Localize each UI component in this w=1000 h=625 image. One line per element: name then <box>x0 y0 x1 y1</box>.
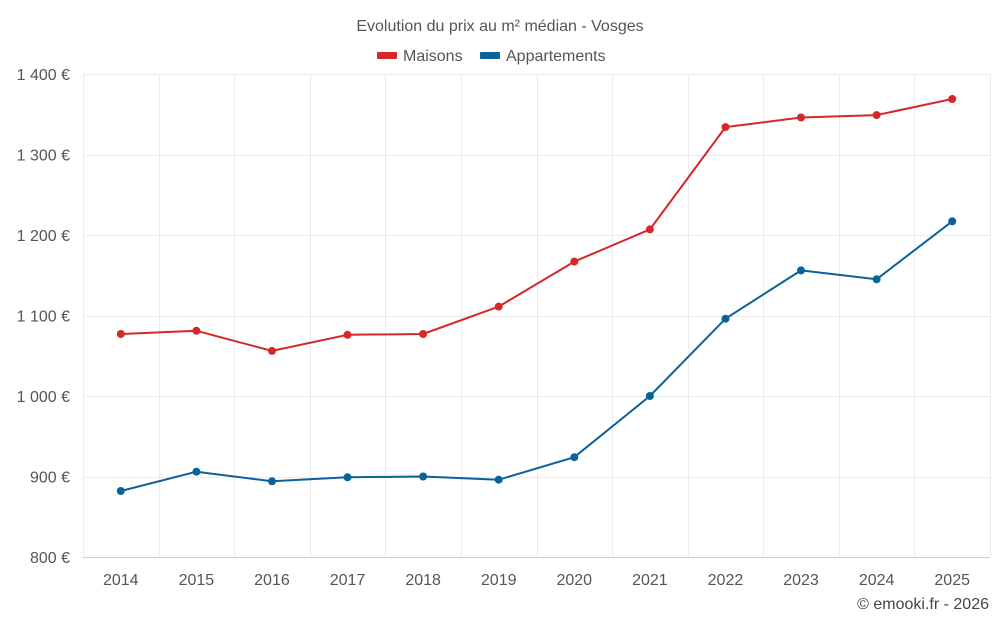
series-line-maisons <box>119 98 954 352</box>
series-maisons <box>116 95 957 355</box>
legend-label-appartements: Appartements <box>506 48 606 65</box>
x-tick-label: 2014 <box>103 572 139 589</box>
data-point-maisons[interactable] <box>116 330 125 338</box>
data-point-appartements[interactable] <box>116 487 125 495</box>
legend-swatch-maisons <box>377 52 397 59</box>
series-line-appartements <box>119 220 954 492</box>
series-appartements <box>116 217 957 495</box>
y-tick-label: 800 € <box>30 550 70 567</box>
data-point-appartements[interactable] <box>645 392 654 400</box>
data-point-maisons[interactable] <box>721 123 730 132</box>
data-point-appartements[interactable] <box>872 275 881 284</box>
y-tick-label: 1 200 € <box>17 228 70 245</box>
y-tick-label: 1 100 € <box>17 309 70 326</box>
data-point-appartements[interactable] <box>192 467 201 476</box>
data-point-appartements[interactable] <box>268 477 276 486</box>
data-point-maisons[interactable] <box>948 95 957 103</box>
legend-item-appartements[interactable]: Appartements <box>480 48 606 65</box>
data-point-maisons[interactable] <box>797 113 805 122</box>
data-point-appartements[interactable] <box>419 472 428 481</box>
y-tick-label: 900 € <box>30 470 70 487</box>
x-tick-label: 2023 <box>783 572 819 589</box>
x-tick-label: 2020 <box>556 572 592 589</box>
copyright-footer: © emooki.fr - 2026 <box>857 596 989 613</box>
data-point-maisons[interactable] <box>192 326 201 335</box>
data-point-appartements[interactable] <box>343 473 352 482</box>
x-tick-label: 2019 <box>481 572 517 589</box>
series <box>116 95 957 495</box>
x-tick-label: 2025 <box>934 572 970 589</box>
data-point-maisons[interactable] <box>268 346 276 355</box>
y-axis-tick-labels: 800 € 900 € 1 000 € 1 100 € 1 200 € 1 300 € 1 … <box>17 67 70 567</box>
x-tick-label: 2022 <box>708 572 744 589</box>
legend-item-maisons[interactable]: Maisons <box>377 48 463 65</box>
data-point-appartements[interactable] <box>948 217 957 226</box>
x-tick-label: 2017 <box>330 572 366 589</box>
x-tick-label: 2018 <box>405 572 441 589</box>
x-axis-tick-labels: 2014 2015 2016 2017 2018 2019 2020 2021 2022 2023… <box>103 572 970 589</box>
data-point-maisons[interactable] <box>570 257 579 266</box>
chart-title: Evolution du prix au m² médian - Vosges <box>356 18 643 35</box>
legend-label-maisons: Maisons <box>403 48 463 65</box>
y-tick-label: 1 300 € <box>17 148 70 165</box>
data-point-maisons[interactable] <box>645 225 654 234</box>
x-tick-label: 2016 <box>254 572 290 589</box>
legend: Maisons Appartements <box>377 48 606 65</box>
x-tick-label: 2021 <box>632 572 668 589</box>
data-point-maisons[interactable] <box>419 330 428 338</box>
x-gridlines <box>83 74 991 557</box>
data-point-appartements[interactable] <box>570 453 579 462</box>
y-tick-label: 1 000 € <box>17 389 70 406</box>
data-point-maisons[interactable] <box>343 330 352 339</box>
legend-swatch-appartements <box>480 52 500 59</box>
y-tick-label: 1 400 € <box>17 67 70 84</box>
x-tick-label: 2015 <box>179 572 215 589</box>
x-tick-label: 2024 <box>859 572 895 589</box>
data-point-appartements[interactable] <box>797 266 805 275</box>
data-point-maisons[interactable] <box>872 111 881 120</box>
data-point-appartements[interactable] <box>494 475 503 484</box>
data-point-appartements[interactable] <box>721 314 730 323</box>
data-point-maisons[interactable] <box>494 302 503 311</box>
